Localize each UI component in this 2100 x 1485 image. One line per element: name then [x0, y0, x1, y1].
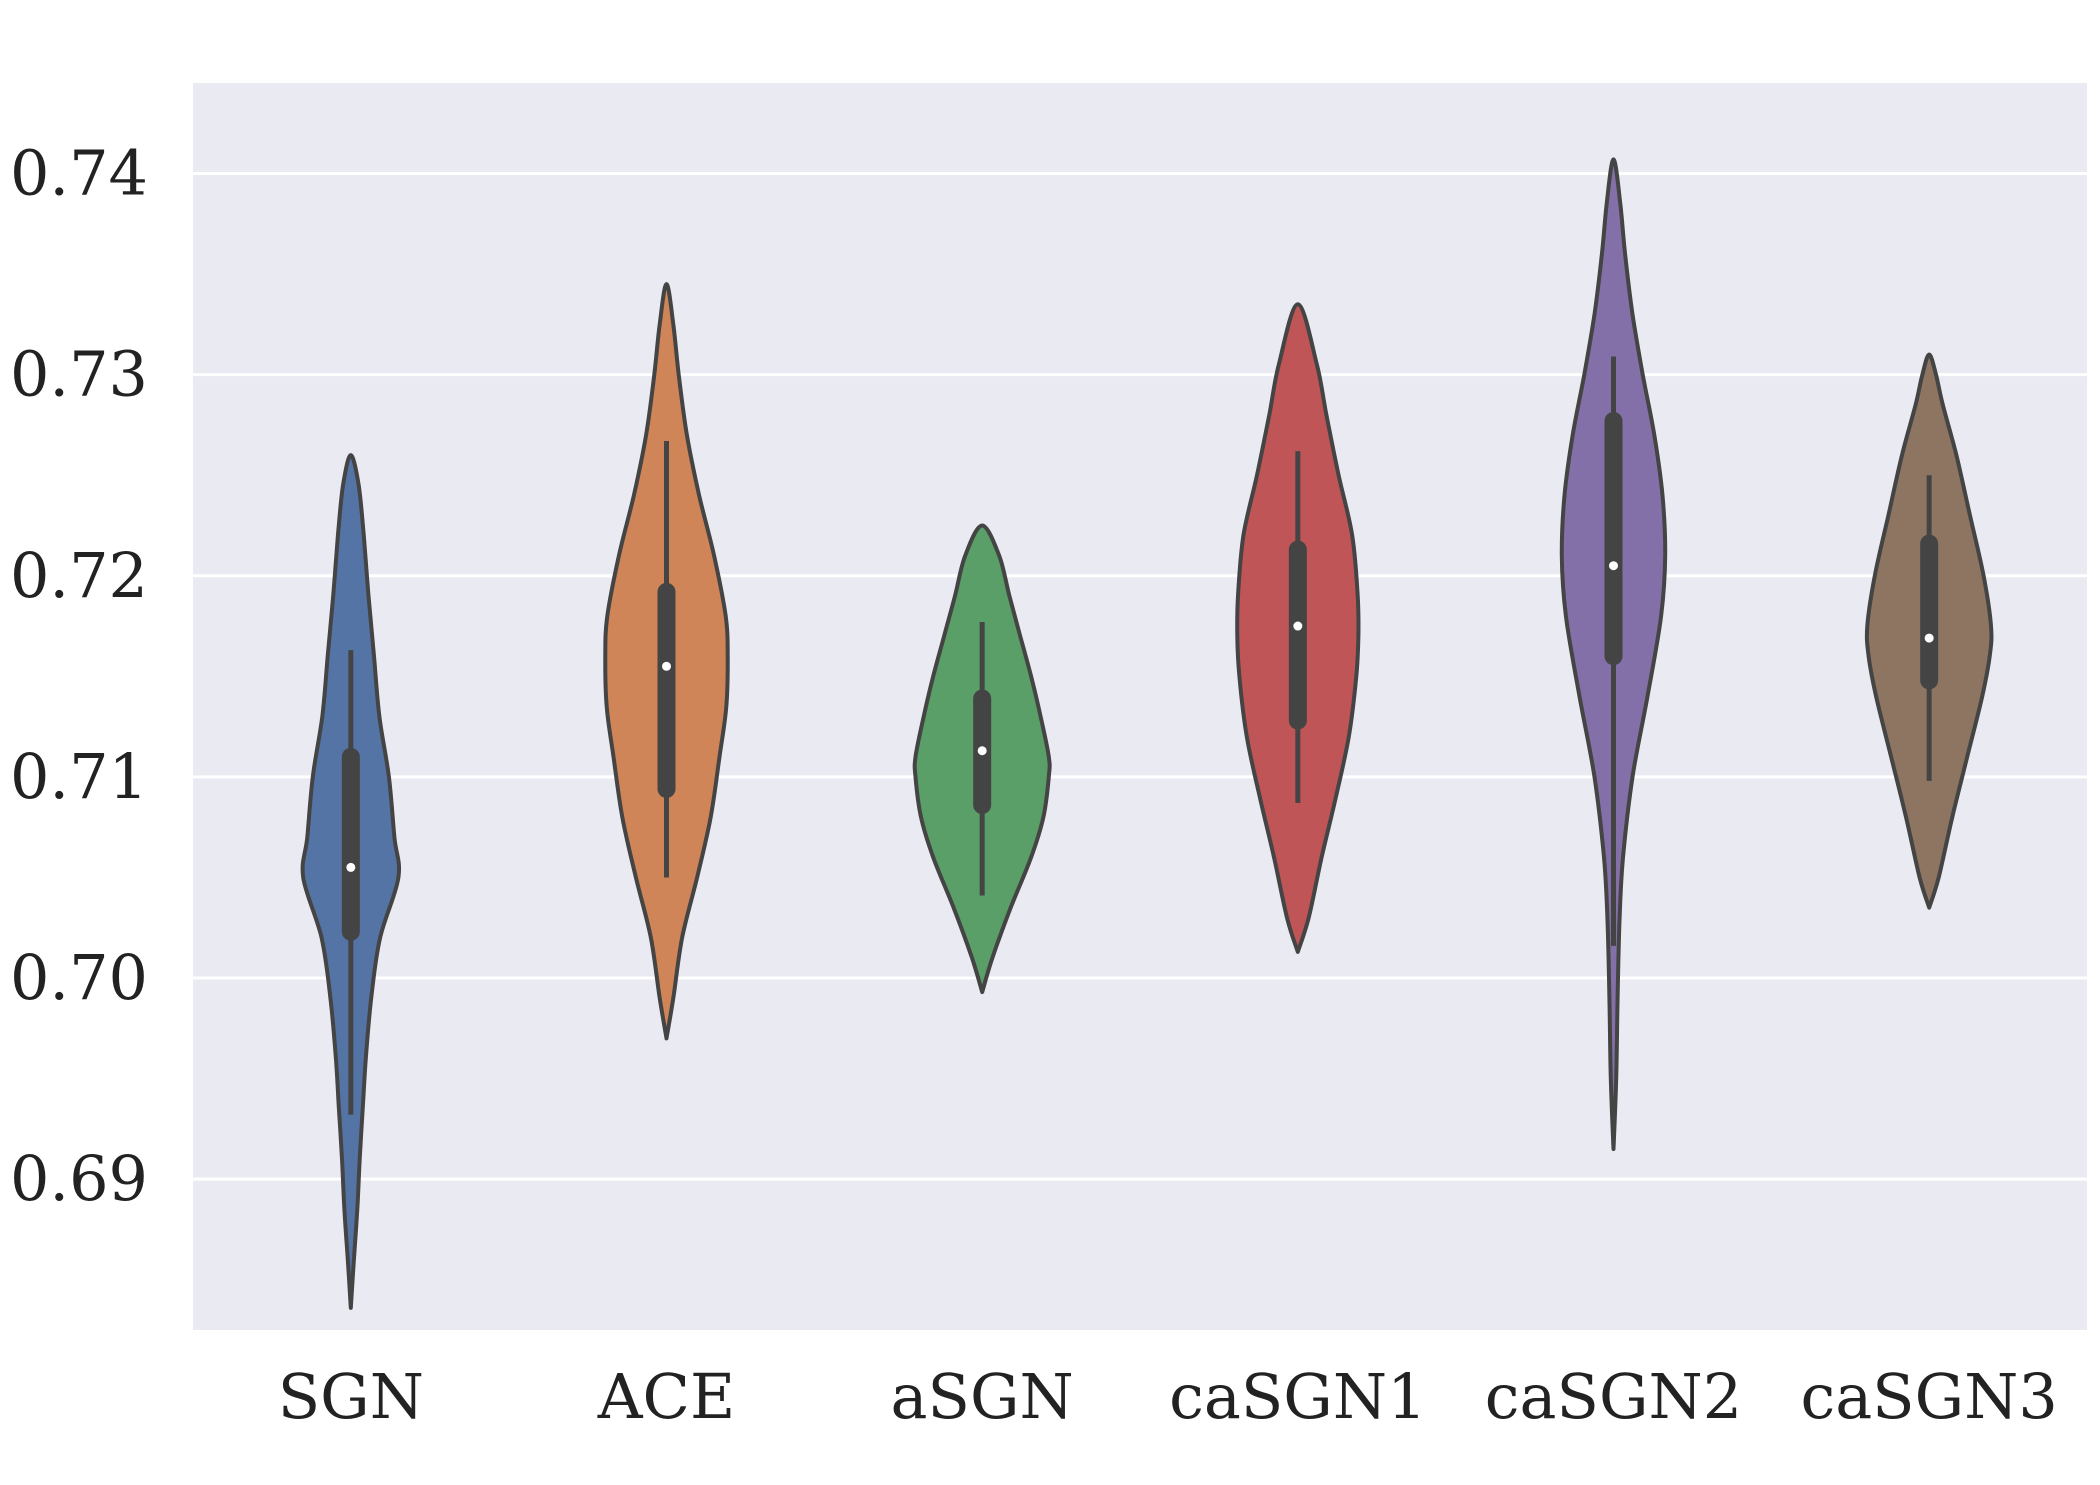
y-tick-label: 0.70	[10, 941, 148, 1014]
median-marker	[346, 862, 356, 872]
violin-asgn	[912, 523, 1052, 995]
x-tick-label: caSGN1	[1169, 1360, 1426, 1433]
violin-sgn	[300, 453, 401, 1310]
violin-ace	[603, 282, 730, 1041]
violin-casgn1	[1235, 302, 1361, 954]
y-tick-label: 0.71	[10, 740, 148, 813]
median-marker	[1924, 633, 1934, 643]
y-tick-labels: 0.69 0.70 0.71 0.72 0.73 0.74	[10, 137, 148, 1216]
y-tick-label: 0.72	[10, 539, 148, 612]
violin-casgn3	[1864, 352, 1994, 910]
x-tick-label: caSGN2	[1485, 1360, 1742, 1433]
median-marker	[977, 746, 987, 756]
violin-casgn2	[1559, 157, 1668, 1151]
plot-area	[193, 83, 2087, 1330]
x-tick-label: aSGN	[891, 1360, 1074, 1433]
x-tick-label: caSGN3	[1800, 1360, 2057, 1433]
grid-lines	[193, 172, 2087, 1181]
x-tick-label: SGN	[278, 1360, 424, 1433]
y-tick-label: 0.74	[10, 137, 148, 210]
x-tick-labels: SGN ACE aSGN caSGN1 caSGN2 caSGN3	[278, 1360, 2058, 1433]
y-tick-label: 0.69	[10, 1142, 148, 1215]
violins	[300, 157, 1994, 1310]
median-marker	[662, 661, 671, 671]
median-marker	[1609, 561, 1618, 571]
median-marker	[1293, 621, 1303, 631]
x-tick-label: ACE	[597, 1360, 735, 1433]
y-tick-label: 0.73	[10, 338, 148, 411]
